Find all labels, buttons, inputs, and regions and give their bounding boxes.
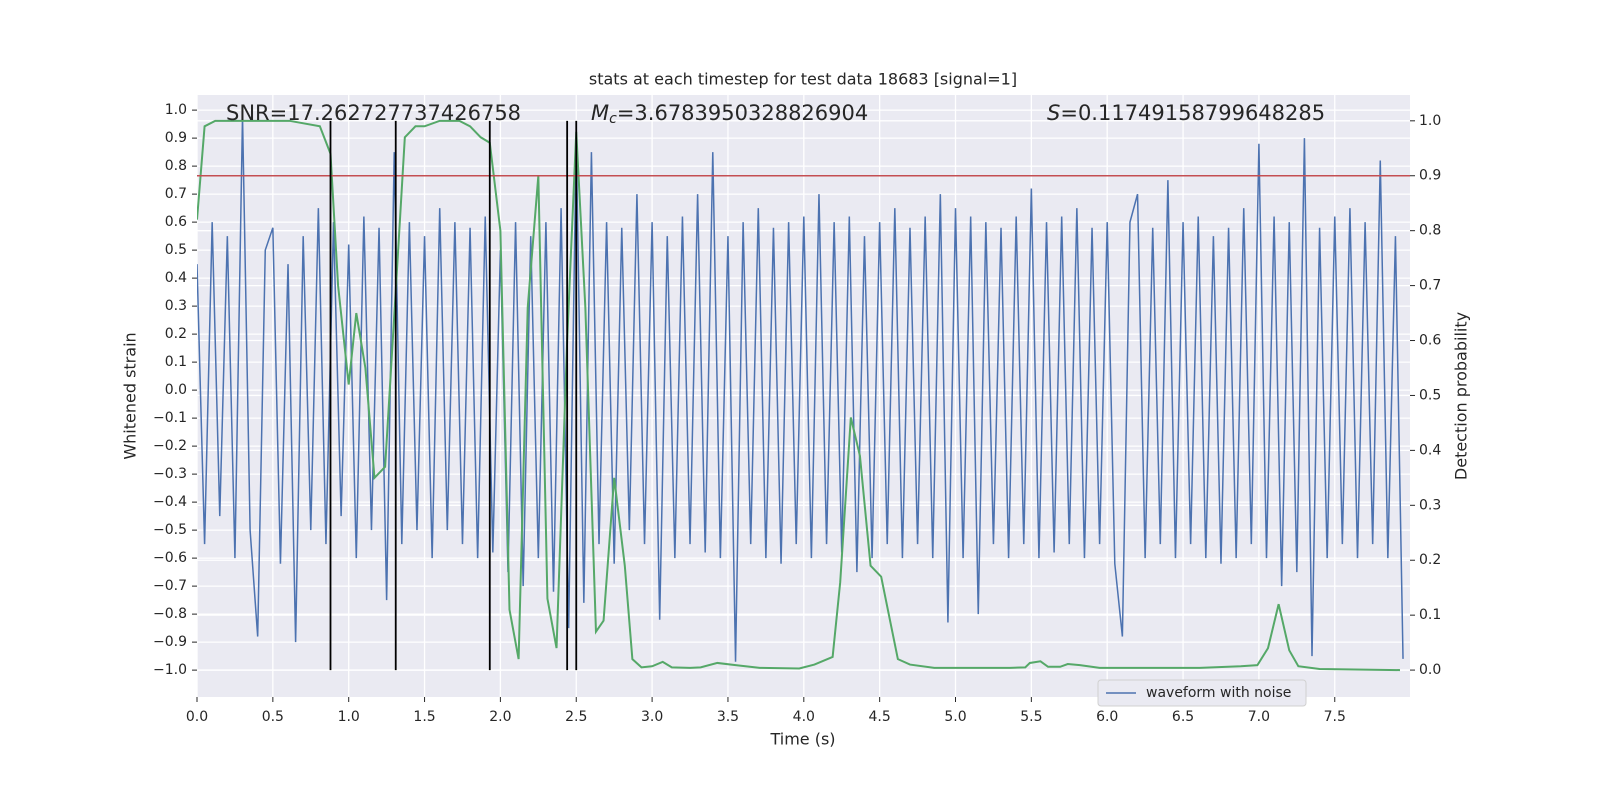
series-line bbox=[197, 115, 1404, 662]
x-tick-label: 7.5 bbox=[1324, 709, 1346, 725]
y2-tick-label: 1.0 bbox=[1419, 113, 1441, 129]
y-tick-label: −0.3 bbox=[153, 466, 187, 482]
y-tick-label: −0.8 bbox=[153, 606, 187, 622]
mc-symbol: M bbox=[591, 101, 609, 125]
chart-title: stats at each timestep for test data 186… bbox=[589, 70, 1017, 89]
x-tick-label: 3.5 bbox=[717, 709, 739, 725]
x-tick-label: 5.5 bbox=[1020, 709, 1042, 725]
x-tick-label: 6.5 bbox=[1172, 709, 1194, 725]
y-tick-label: 0.9 bbox=[165, 130, 187, 146]
y2-tick-label: 0.5 bbox=[1419, 387, 1441, 403]
y-tick-label: −0.6 bbox=[153, 550, 187, 566]
snr-annotation: SNR=17.262727737426758 bbox=[226, 101, 521, 125]
y-axis-label: Whitened strain bbox=[121, 332, 140, 459]
legend: waveform with noise bbox=[1097, 679, 1307, 707]
y-tick-label: 0.2 bbox=[165, 326, 187, 342]
mc-subscript: c bbox=[609, 111, 617, 127]
x-tick-label: 6.0 bbox=[1096, 709, 1118, 725]
y-tick-label: −0.1 bbox=[153, 410, 187, 426]
x-tick-label: 0.0 bbox=[186, 709, 208, 725]
x-tick-label: 0.5 bbox=[262, 709, 284, 725]
y-tick-label: 0.6 bbox=[165, 214, 187, 230]
s-annotation: S=0.11749158799648285 bbox=[1047, 101, 1325, 125]
y2-tick-label: 0.3 bbox=[1419, 497, 1441, 513]
y2-tick-label: 0.9 bbox=[1419, 168, 1441, 184]
s-symbol: S bbox=[1047, 101, 1060, 125]
y-tick-label: 0.7 bbox=[165, 186, 187, 202]
x-tick-label: 7.0 bbox=[1248, 709, 1270, 725]
x-tick-label: 3.0 bbox=[641, 709, 663, 725]
y-tick-label: 0.5 bbox=[165, 242, 187, 258]
legend-box bbox=[1097, 679, 1307, 707]
y-tick-label: 0.3 bbox=[165, 298, 187, 314]
y2-tick-label: 0.7 bbox=[1419, 278, 1441, 294]
x-tick-label: 5.0 bbox=[944, 709, 966, 725]
s-value: =0.11749158799648285 bbox=[1060, 101, 1325, 125]
y-tick-label: −0.4 bbox=[153, 494, 187, 510]
y2-tick-label: 0.0 bbox=[1419, 662, 1441, 678]
mc-value: =3.6783950328826904 bbox=[617, 101, 868, 125]
labels: 0.0 0.5 1.0 1.5 2.0 2.5 3.0 3.5 4.0 4.5 5.0 5.5 6.0 6… bbox=[153, 102, 1441, 725]
y-tick-label: −0.9 bbox=[153, 634, 187, 650]
y2-tick-label: 0.2 bbox=[1419, 552, 1441, 568]
y-tick-label: 0.8 bbox=[165, 158, 187, 174]
x-tick-label: 1.0 bbox=[338, 709, 360, 725]
y2-tick-label: 0.6 bbox=[1419, 333, 1441, 349]
y-tick-label: −0.5 bbox=[153, 522, 187, 538]
marks bbox=[197, 115, 1410, 672]
y-tick-label: 0.0 bbox=[165, 382, 187, 398]
series-line bbox=[197, 119, 1401, 672]
x-axis-label: Time (s) bbox=[769, 730, 835, 749]
y-tick-label: −0.7 bbox=[153, 578, 187, 594]
y2-tick-label: 0.1 bbox=[1419, 607, 1441, 623]
y-tick-label: −1.0 bbox=[153, 662, 187, 678]
x-tick-label: 4.0 bbox=[793, 709, 815, 725]
y-tick-label: 0.4 bbox=[165, 270, 187, 286]
x-tick-label: 2.0 bbox=[489, 709, 511, 725]
x-tick-label: 4.5 bbox=[869, 709, 891, 725]
y2-tick-label: 0.8 bbox=[1419, 223, 1441, 239]
y-tick-label: −0.2 bbox=[153, 438, 187, 454]
legend-label: waveform with noise bbox=[1146, 685, 1291, 701]
mc-annotation: Mc=3.6783950328826904 bbox=[591, 101, 868, 127]
x-tick-label: 2.5 bbox=[565, 709, 587, 725]
y2-axis-label: Detection probability bbox=[1452, 312, 1471, 480]
y2-tick-label: 0.4 bbox=[1419, 442, 1441, 458]
y-tick-label: 1.0 bbox=[165, 102, 187, 118]
x-tick-label: 1.5 bbox=[413, 709, 435, 725]
y-tick-label: 0.1 bbox=[165, 354, 187, 370]
